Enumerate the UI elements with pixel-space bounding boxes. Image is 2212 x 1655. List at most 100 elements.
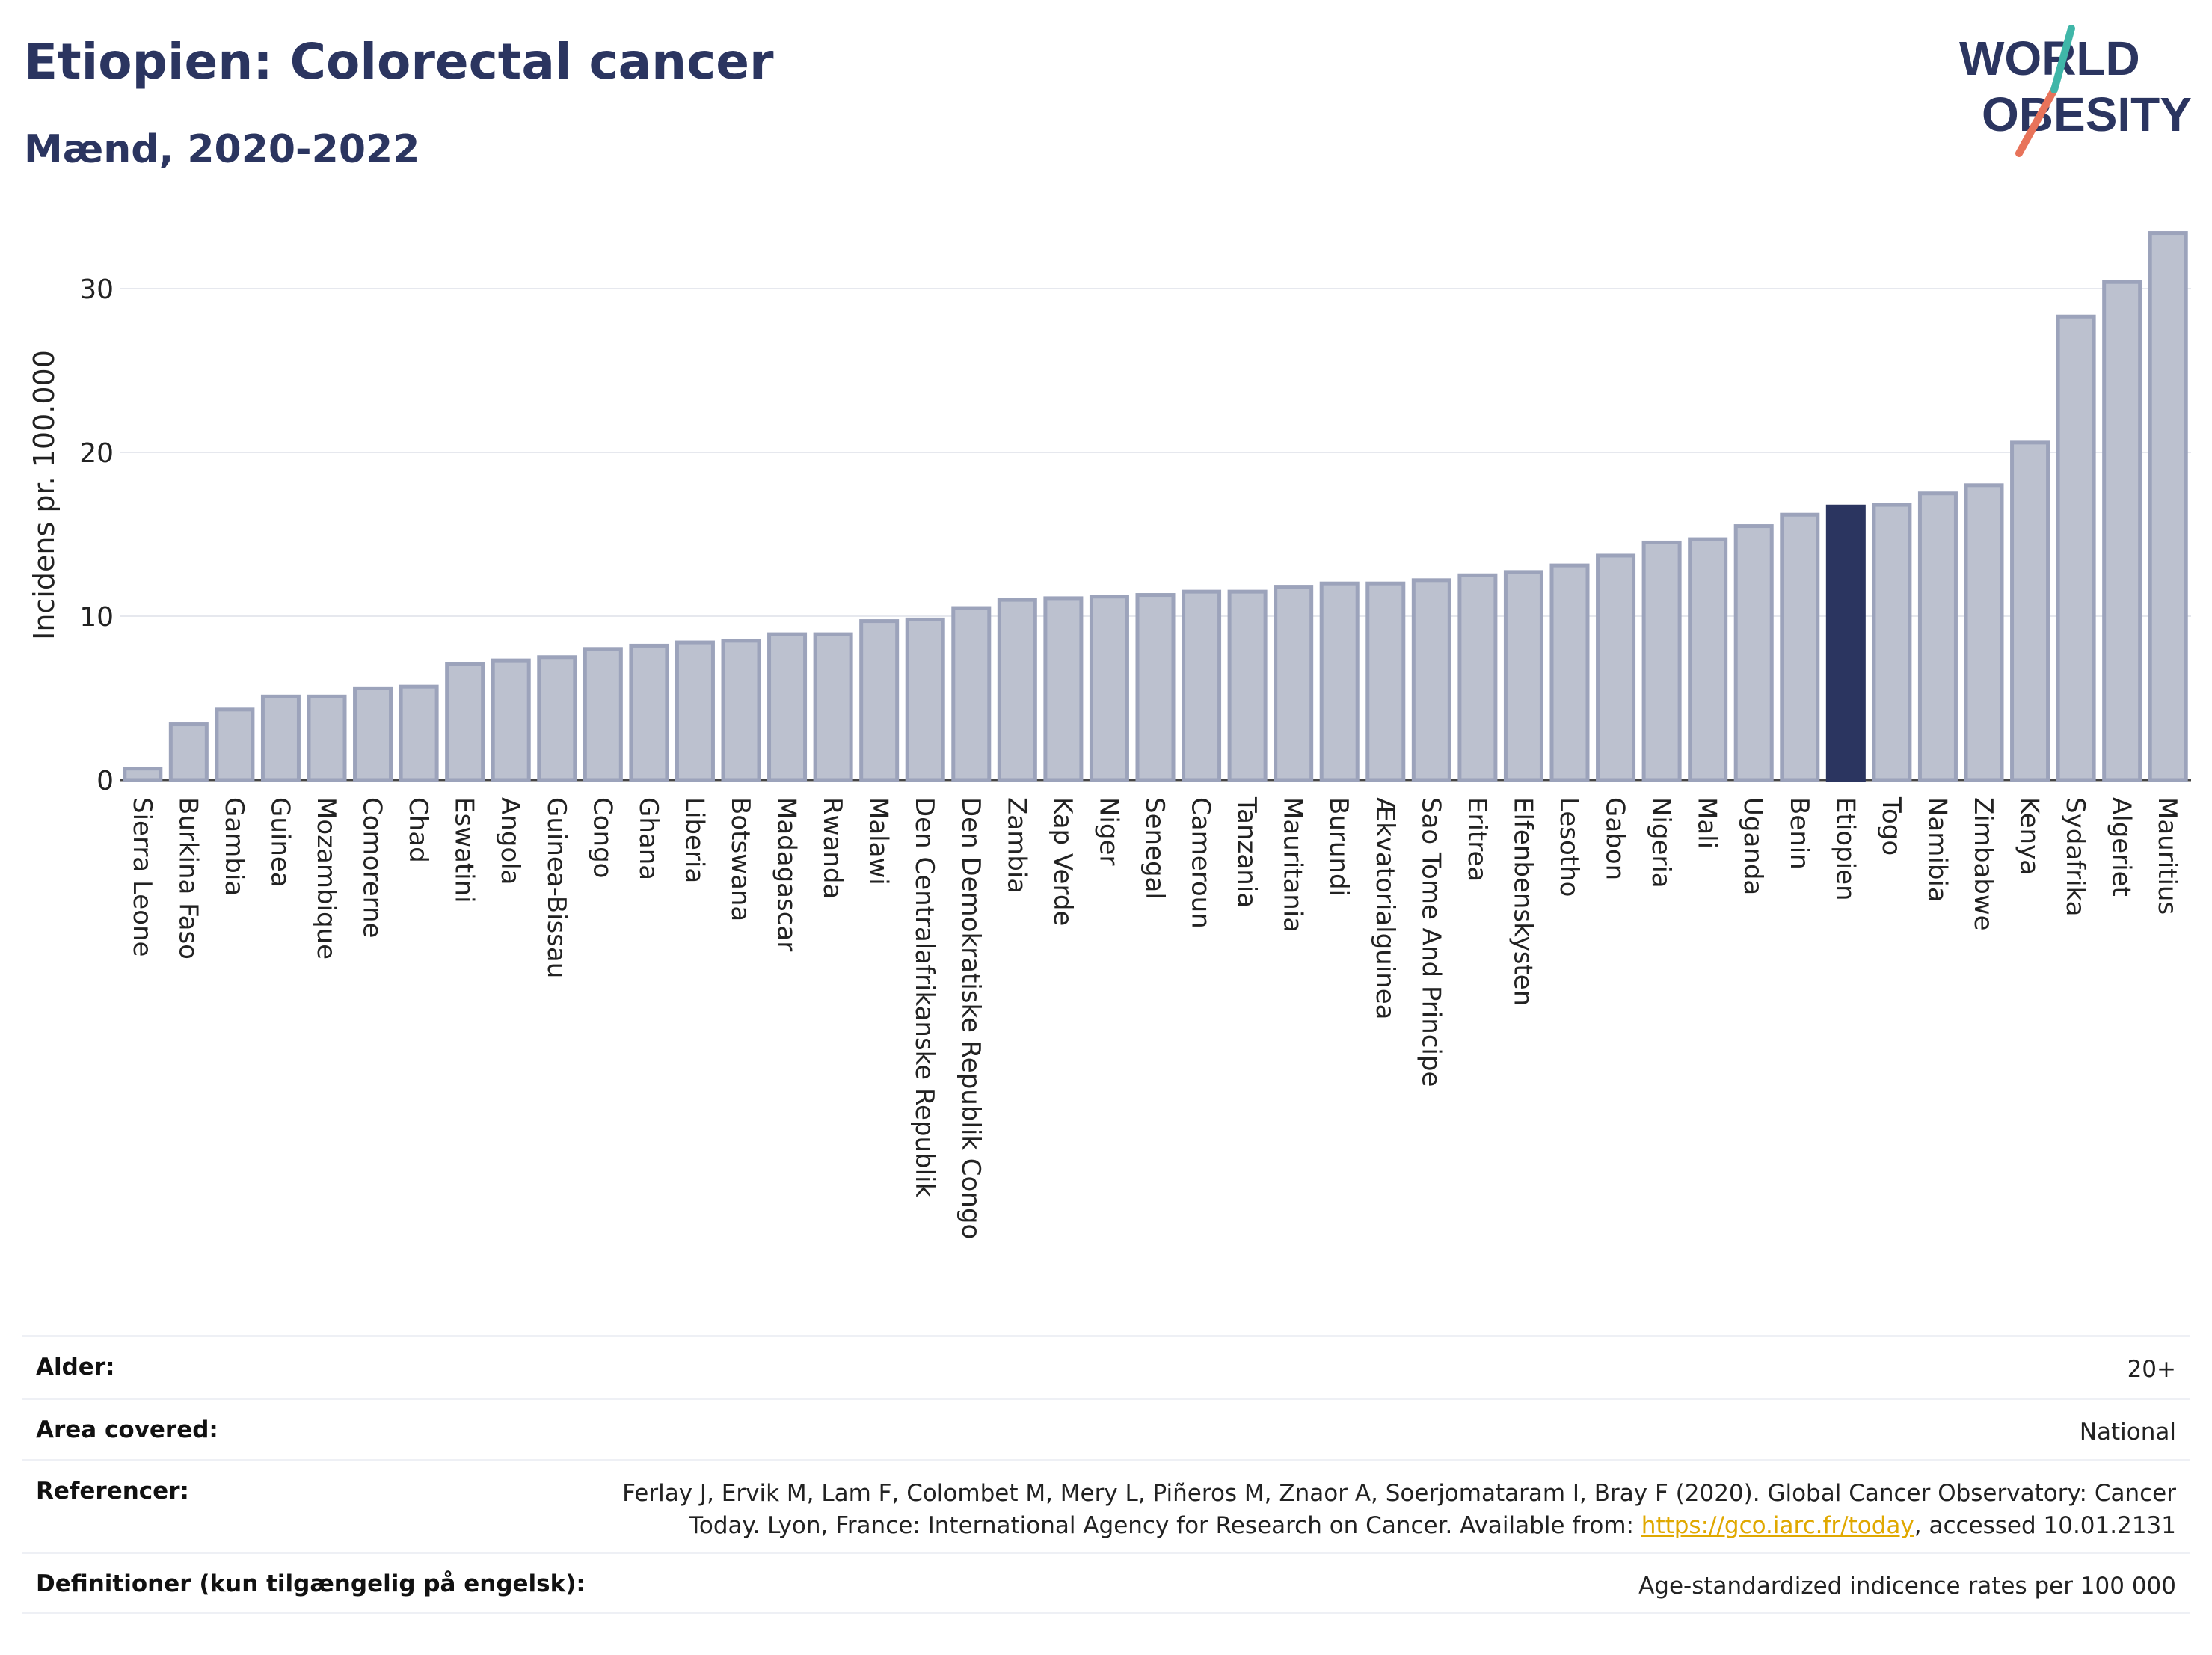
x-tick-label: Ghana [633, 797, 663, 880]
x-tick-label: Botswana [725, 797, 755, 921]
bars [123, 231, 2188, 782]
bar [260, 694, 301, 782]
meta-value-definitions: Age-standardized indicence rates per 100… [1638, 1573, 2176, 1600]
bar [1641, 540, 1682, 782]
bar [2102, 280, 2142, 782]
x-tick-label: Niger [1093, 797, 1123, 865]
bar [2148, 231, 2188, 782]
bar-chart: 0 10 20 30 Sierra Leone Burkina Faso Gambia Gu… [28, 231, 2191, 1239]
chart-title: Etiopien: Colorectal cancer [24, 33, 774, 90]
meta-value-age: 20+ [2127, 1356, 2176, 1383]
x-tick-labels: Sierra Leone Burkina Faso Gambia Guinea Moza… [127, 796, 2182, 1239]
bar [1596, 553, 1636, 782]
meta-row-references: Referencer: Ferlay J, Ervik M, Lam F, Co… [22, 1459, 2190, 1552]
x-tick-label: Benin [1784, 797, 1814, 870]
x-tick-label: Eritrea [1462, 797, 1492, 882]
x-tick-label: Malawi [864, 797, 894, 885]
bar [2056, 314, 2096, 782]
x-tick-label: Elfenbenskysten [1508, 797, 1537, 1006]
bar [1733, 524, 1774, 782]
bar [675, 640, 715, 782]
reference-accessed: , accessed 10.01.2131 [1914, 1512, 2176, 1539]
bar [2010, 440, 2050, 782]
bar [767, 632, 808, 782]
bar [1182, 589, 1222, 782]
y-tick-label: 0 [96, 766, 114, 796]
x-tick-label: Kenya [2015, 797, 2044, 875]
metadata-table: Alder: 20+ Area covered: National Refere… [22, 1335, 2190, 1614]
x-tick-label: Cameroun [1186, 797, 1216, 929]
bar [491, 658, 531, 782]
bar [445, 662, 485, 782]
bar [1964, 483, 2004, 782]
x-tick-label: Mauritius [2152, 797, 2182, 915]
bar [813, 632, 853, 782]
bar-highlighted [1825, 504, 1866, 782]
bar [307, 694, 347, 782]
x-tick-label: Burundi [1324, 797, 1354, 897]
x-tick-label: Gabon [1600, 797, 1630, 880]
bar [215, 707, 255, 782]
bar [583, 647, 623, 782]
x-tick-label: Sydafrika [2060, 797, 2090, 916]
x-tick-label: Comorerne [357, 797, 387, 938]
bar [1503, 570, 1543, 782]
bar [1274, 585, 1314, 782]
world-obesity-logo: WORLD OBESITY [1959, 25, 2191, 157]
x-tick-label: Zimbabwe [1968, 797, 1998, 931]
bar [353, 686, 393, 782]
reference-link[interactable]: https://gco.iarc.fr/today [1641, 1512, 1914, 1539]
x-tick-label: Senegal [1140, 797, 1170, 900]
x-tick-label: Liberia [679, 797, 709, 883]
x-tick-label: Kap Verde [1048, 797, 1078, 926]
meta-value-references: Ferlay J, Ervik M, Lam F, Colombet M, Me… [568, 1478, 2176, 1542]
x-tick-label: Namibia [1922, 797, 1952, 903]
y-axis-label: Incidens pr. 100.000 [28, 350, 61, 640]
x-tick-label: Madagascar [772, 797, 802, 951]
x-tick-label: Gambia [219, 797, 249, 896]
meta-key-references: Referencer: [36, 1478, 189, 1505]
bar [1411, 578, 1451, 782]
x-tick-label: Etiopien [1830, 797, 1860, 901]
meta-key-definitions: Definitioner (kun tilgængelig på engelsk… [36, 1570, 586, 1597]
x-tick-label: Angola [495, 797, 525, 885]
bar [399, 684, 439, 782]
x-tick-label: Den Centralafrikanske Republik [909, 797, 939, 1197]
bar [1688, 537, 1728, 782]
x-tick-label: Mauritania [1278, 797, 1308, 933]
bar [905, 617, 945, 782]
bar [123, 767, 163, 782]
bar [721, 639, 761, 782]
bar [997, 598, 1037, 782]
logo-line1: WORLD [1959, 31, 2140, 85]
bar [537, 655, 577, 782]
y-tick-label: 10 [79, 602, 114, 633]
x-tick-label: Zambia [1001, 797, 1031, 894]
x-tick-label: Den Demokratiske Republik Congo [956, 797, 986, 1239]
bar [1227, 589, 1268, 782]
x-tick-label: Sierra Leone [127, 797, 157, 957]
bar [1549, 563, 1590, 782]
y-tick-label: 20 [79, 438, 114, 469]
x-tick-label: Rwanda [817, 797, 847, 899]
chart-subtitle: Mænd, 2020-2022 [24, 127, 420, 172]
x-tick-label: Algeriet [2107, 797, 2136, 897]
logo-slash-coral [2015, 86, 2058, 157]
x-tick-label: Guinea-Bissau [541, 797, 571, 978]
bar [859, 619, 900, 782]
bar [1089, 595, 1129, 782]
x-tick-label: Lesotho [1554, 797, 1584, 897]
bar [1917, 491, 1958, 782]
x-tick-label: Congo [587, 797, 617, 878]
x-tick-label: Ækvatorialguinea [1370, 797, 1400, 1019]
y-tick-labels: 0 10 20 30 [79, 274, 114, 796]
meta-key-age: Alder: [36, 1354, 115, 1381]
x-tick-label: Nigeria [1646, 797, 1676, 888]
x-tick-label: Eswatini [449, 797, 479, 903]
meta-value-area: National [2079, 1419, 2176, 1446]
x-tick-label: Uganda [1738, 797, 1768, 895]
x-tick-label: Mozambique [311, 797, 341, 959]
meta-row-age: Alder: 20+ [22, 1335, 2190, 1398]
bar [1319, 581, 1360, 782]
bar [168, 722, 209, 782]
